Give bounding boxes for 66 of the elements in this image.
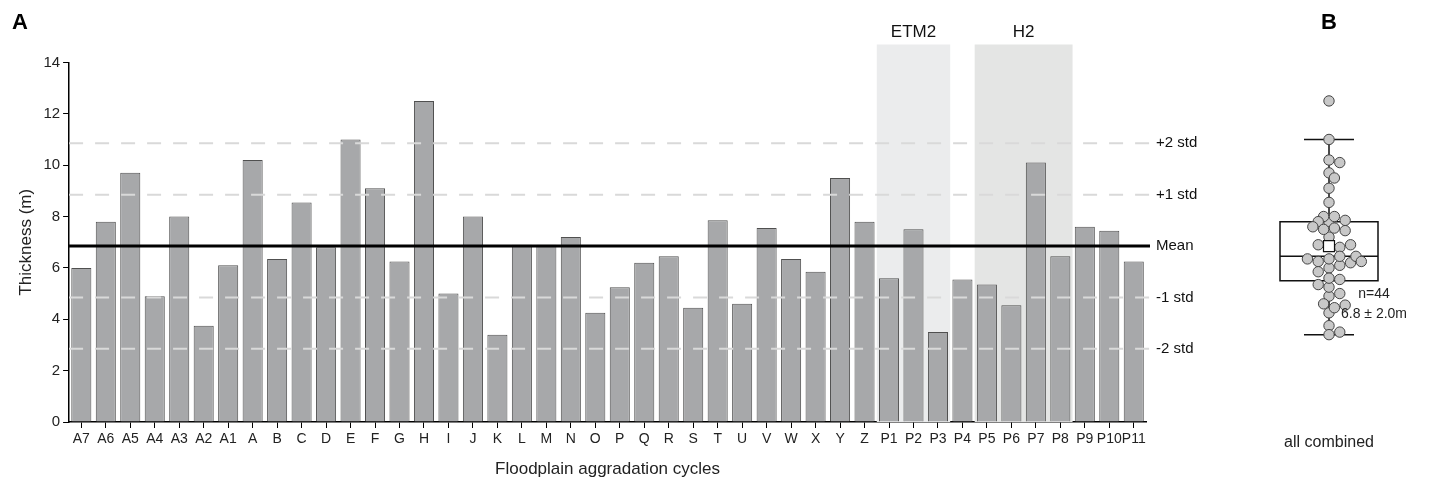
x-tick-label: S [688, 430, 698, 447]
x-tick-label: D [321, 430, 332, 447]
y-tick-label: 6 [51, 258, 61, 276]
x-tick-label: P2 [904, 430, 923, 447]
y-tick-label: 8 [51, 206, 61, 224]
ref-line-label: +1 std [1156, 184, 1198, 202]
x-tick-label: C [296, 430, 307, 447]
annotation: 6.8 ± 2.0m [1340, 304, 1408, 321]
x-tick-label: P5 [978, 430, 996, 447]
x-tick-label: W [784, 430, 799, 447]
x-tick-label: P4 [953, 430, 972, 447]
x-tick-label: N [565, 430, 576, 447]
y-tick-label: 0 [51, 412, 61, 430]
x-tick-label: A3 [170, 430, 188, 447]
x-tick-label: I [446, 430, 451, 447]
x-tick-label: P3 [929, 430, 947, 447]
y-axis-title: Thickness (m) [15, 188, 35, 296]
y-tick-label: 4 [51, 309, 61, 327]
x-tick-label: A1 [219, 430, 237, 447]
x-tick-label: M [540, 430, 553, 447]
x-tick-label: E [345, 430, 356, 447]
x-tick-label: P9 [1076, 430, 1094, 447]
y-tick-label: 14 [43, 52, 61, 70]
y-tick-label: 10 [43, 155, 61, 173]
ref-line-label: +2 std [1156, 133, 1198, 151]
x-tick-label: K [492, 430, 503, 447]
chart-title: A [12, 9, 28, 35]
x-tick-label: J [469, 430, 477, 447]
annotation: n=44 [1358, 284, 1390, 301]
x-tick-label: B [272, 430, 282, 447]
x-tick-label: Y [835, 430, 846, 447]
x-tick-label: P11 [1121, 430, 1146, 447]
x-tick-label: H [418, 430, 430, 447]
x-tick-label: all combined [1284, 433, 1374, 451]
x-tick-label: G [394, 430, 405, 447]
x-tick-label: P [615, 430, 625, 447]
x-tick-label: A [247, 430, 258, 447]
x-tick-label: A7 [72, 430, 91, 447]
x-tick-label: P7 [1027, 430, 1045, 447]
x-tick-label: Q [638, 430, 650, 447]
x-tick-label: T [713, 430, 723, 447]
y-tick-label: 12 [43, 103, 61, 121]
ref-line-label: -2 std [1156, 338, 1194, 356]
band-label: ETM2 [890, 21, 937, 41]
x-tick-label: A5 [121, 430, 140, 447]
x-tick-label: O [589, 430, 601, 447]
band-label: H2 [1012, 21, 1035, 41]
x-tick-label: X [810, 430, 821, 447]
x-tick-label: A4 [146, 430, 164, 447]
ref-line-label: Mean [1156, 236, 1194, 254]
ref-line-label: -1 std [1156, 287, 1194, 305]
x-tick-label: A2 [195, 430, 213, 447]
x-tick-label: U [737, 430, 748, 447]
x-tick-label: Z [860, 430, 870, 447]
y-tick-label: 2 [51, 360, 61, 378]
x-tick-label: P8 [1051, 430, 1070, 447]
x-tick-label: A6 [97, 430, 115, 447]
x-tick-label: L [517, 430, 526, 447]
x-tick-label: P6 [1002, 430, 1021, 447]
x-axis-title: Floodplain aggradation cycles [495, 459, 720, 479]
chart-title: B [1321, 9, 1337, 35]
x-tick-label: P10 [1096, 430, 1122, 447]
x-tick-label: F [370, 430, 380, 447]
x-tick-label: R [663, 430, 674, 447]
x-tick-label: P1 [880, 430, 898, 447]
x-tick-label: V [761, 430, 772, 447]
